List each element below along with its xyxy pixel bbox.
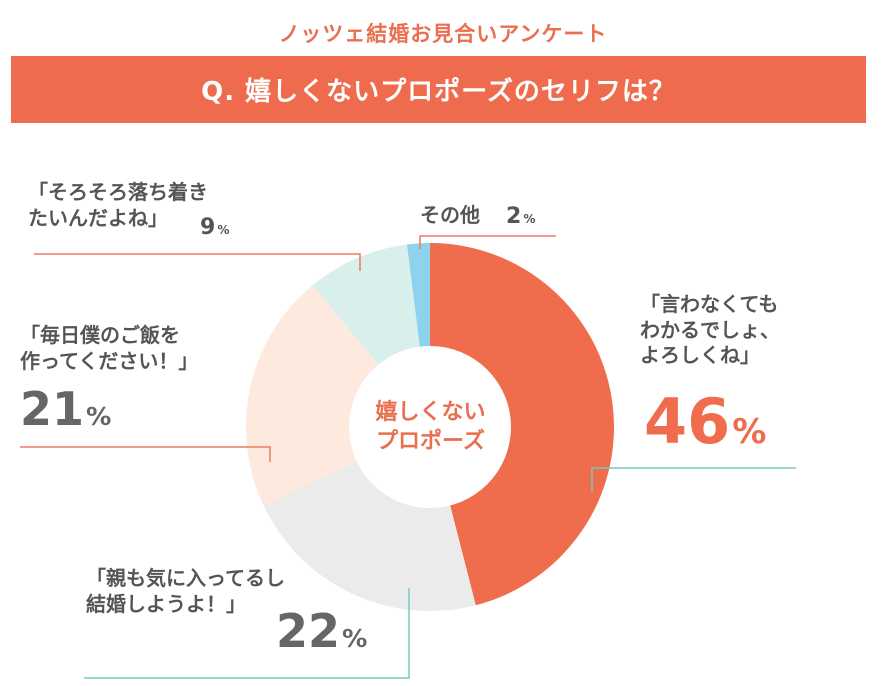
slice-percent-4: 2% [506, 204, 536, 229]
percent-unit-3: % [217, 223, 230, 237]
slice-label-0: 「言わなくても わかるでしょ、 よろしくね」 [640, 292, 780, 368]
slice-percent-2: 21% [20, 382, 112, 436]
leader-line-2 [20, 446, 271, 462]
percent-unit-4: % [523, 212, 536, 226]
leader-line-1 [84, 588, 410, 679]
leader-line-0 [591, 467, 796, 492]
slice-percent-0: 46% [644, 385, 767, 458]
percent-unit-0: % [732, 412, 767, 452]
leader-line-4 [419, 235, 556, 249]
slice-label-3: 「そろそろ落ち着き たいんだよね」 [28, 180, 208, 230]
pie-slice-0 [430, 243, 614, 606]
survey-title: ノッツェ結婚お見合いアンケート [278, 22, 608, 46]
center-label: 嬉しくない プロポーズ [375, 400, 486, 455]
percent-unit-1: % [342, 624, 368, 653]
leader-line-3 [34, 253, 361, 271]
donut-hole [349, 346, 511, 508]
pie-slice-2 [245, 285, 430, 506]
slice-label-2: 「毎日僕のご飯を 作ってください！」 [20, 323, 199, 373]
question-text: Q. 嬉しくないプロポーズのセリフは？ [201, 77, 676, 107]
slice-percent-3: 9% [200, 215, 230, 240]
slice-percent-1: 22% [276, 604, 368, 658]
question-banner: Q. 嬉しくないプロポーズのセリフは？ [11, 56, 866, 123]
percent-unit-2: % [86, 402, 112, 431]
slice-label-1: 「親も気に入ってるし 結婚しようよ！」 [86, 566, 285, 616]
slice-label-4: その他 [420, 203, 480, 227]
